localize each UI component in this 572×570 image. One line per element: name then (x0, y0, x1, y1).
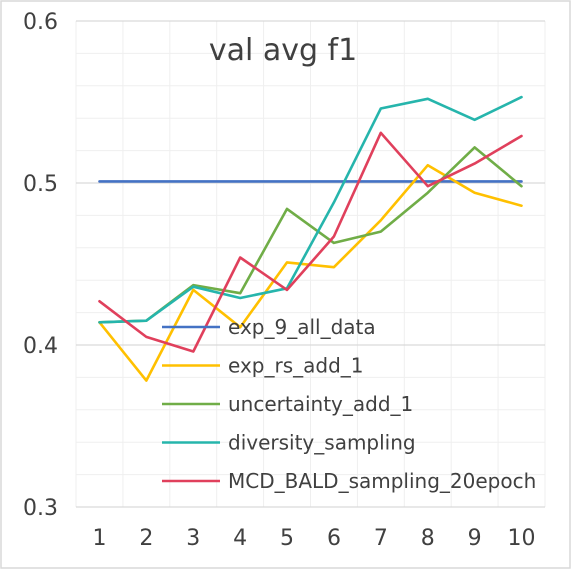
y-tick-label: 0.6 (23, 10, 58, 35)
x-tick-label: 6 (327, 526, 341, 551)
x-tick-label: 1 (92, 526, 106, 551)
grid (75, 20, 546, 508)
x-tick-label: 7 (374, 526, 388, 551)
legend-label: diversity_sampling (228, 431, 416, 455)
y-tick-label: 0.5 (23, 172, 58, 197)
x-tick-label: 10 (508, 526, 536, 551)
chart-title: val avg f1 (209, 33, 357, 68)
y-tick-label: 0.3 (23, 496, 58, 521)
x-tick-label: 9 (468, 526, 482, 551)
series-lines (98, 95, 523, 382)
series-line-4 (98, 95, 523, 324)
x-tick-label: 8 (421, 526, 435, 551)
legend: exp_9_all_data exp_rs_add_1 uncertainty_ad… (162, 315, 536, 493)
x-tick-label: 5 (280, 526, 294, 551)
x-tick-label: 2 (139, 526, 153, 551)
x-tick-label: 3 (186, 526, 200, 551)
legend-label: exp_9_all_data (228, 315, 376, 339)
legend-label: MCD_BALD_sampling_20epoch (228, 469, 536, 493)
legend-label: uncertainty_add_1 (228, 392, 413, 416)
x-tick-label: 4 (233, 526, 247, 551)
y-axis-labels: 0.3 0.4 0.5 0.6 (23, 10, 58, 521)
y-tick-label: 0.4 (23, 334, 58, 359)
legend-label: exp_rs_add_1 (228, 354, 364, 378)
x-axis-labels: 1 2 3 4 5 6 7 8 9 10 (92, 526, 535, 551)
series-line-5 (98, 131, 523, 353)
